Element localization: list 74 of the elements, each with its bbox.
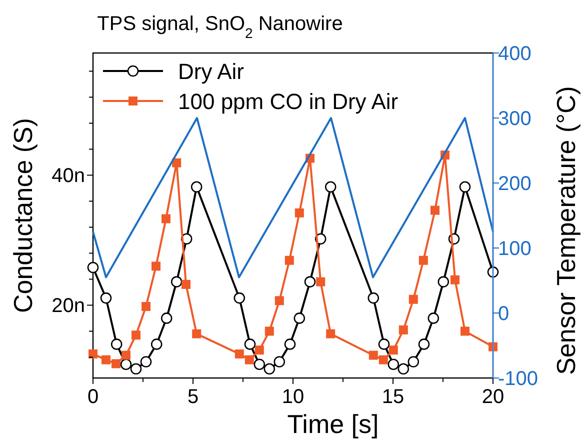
point bbox=[254, 346, 264, 355]
point bbox=[378, 338, 390, 350]
point bbox=[428, 312, 440, 324]
y2-tick-label: 300 bbox=[498, 108, 532, 130]
point bbox=[324, 181, 336, 193]
legend-label: Dry Air bbox=[178, 59, 244, 84]
point bbox=[170, 276, 182, 288]
x-axis-title: Time [s] bbox=[287, 409, 379, 439]
y2-tick-label: 400 bbox=[498, 43, 532, 65]
point bbox=[87, 262, 99, 274]
x-tick-label: 0 bbox=[87, 386, 99, 408]
y2-axis-title: Sensor Temperature (°C) bbox=[551, 86, 581, 375]
x-tick-label: 5 bbox=[187, 386, 199, 408]
point bbox=[326, 329, 336, 338]
point bbox=[88, 349, 98, 358]
point bbox=[430, 206, 440, 215]
point bbox=[294, 312, 306, 324]
point bbox=[398, 363, 410, 375]
point bbox=[460, 326, 470, 336]
point bbox=[132, 330, 140, 340]
point bbox=[100, 292, 112, 304]
point bbox=[160, 312, 172, 324]
point bbox=[140, 356, 152, 368]
point bbox=[264, 326, 274, 336]
point bbox=[438, 276, 450, 288]
y-axis-title: Conductance (S) bbox=[8, 118, 38, 314]
point bbox=[284, 256, 294, 265]
chart-title: TPS signal, SnO$_{2}$ Nanowire bbox=[97, 13, 343, 41]
point bbox=[122, 350, 130, 360]
point bbox=[450, 275, 460, 284]
point bbox=[162, 214, 170, 224]
point bbox=[274, 296, 284, 306]
point bbox=[244, 355, 254, 364]
point bbox=[368, 350, 378, 360]
point bbox=[244, 338, 256, 350]
point bbox=[378, 355, 388, 364]
y2-tick-label: 100 bbox=[498, 238, 532, 260]
point bbox=[172, 158, 182, 168]
y-tick-label: 40n bbox=[52, 165, 85, 188]
point bbox=[190, 181, 202, 193]
point bbox=[304, 276, 316, 288]
point bbox=[150, 338, 162, 350]
point bbox=[120, 358, 132, 370]
point bbox=[418, 338, 430, 350]
point bbox=[398, 325, 408, 334]
point bbox=[418, 256, 428, 265]
legend-label: 100 ppm CO in Dry Air bbox=[178, 89, 398, 114]
point bbox=[264, 363, 276, 375]
point bbox=[142, 302, 150, 311]
point bbox=[368, 292, 380, 304]
point bbox=[254, 358, 266, 370]
point bbox=[316, 277, 326, 286]
point bbox=[284, 338, 296, 350]
point bbox=[234, 349, 244, 358]
point bbox=[152, 262, 160, 271]
point bbox=[182, 280, 190, 289]
point bbox=[459, 181, 471, 193]
point bbox=[274, 356, 286, 368]
point bbox=[192, 329, 202, 338]
y-tick-label: 20n bbox=[52, 295, 85, 318]
y2-tick-label: 200 bbox=[498, 173, 532, 195]
point bbox=[388, 346, 398, 355]
point bbox=[102, 355, 110, 364]
point bbox=[110, 338, 122, 350]
point bbox=[130, 363, 142, 375]
point bbox=[112, 359, 120, 368]
x-tick-label: 15 bbox=[382, 386, 404, 408]
point bbox=[294, 208, 304, 218]
point bbox=[408, 294, 418, 304]
y2-tick-label: 0 bbox=[498, 303, 510, 325]
x-tick-label: 10 bbox=[282, 386, 304, 408]
point bbox=[408, 356, 420, 368]
point bbox=[388, 358, 400, 370]
point bbox=[234, 292, 246, 304]
